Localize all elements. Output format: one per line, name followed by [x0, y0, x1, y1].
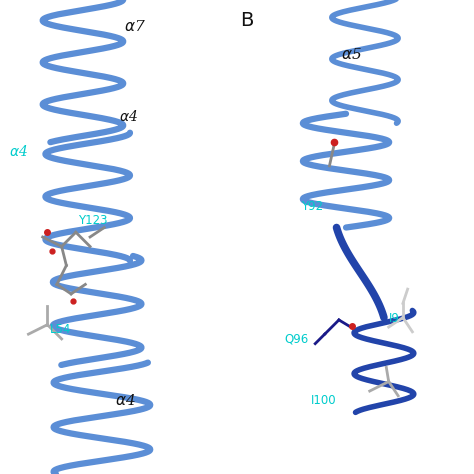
Text: L54: L54	[50, 323, 71, 336]
Text: I100: I100	[310, 394, 336, 407]
Text: $\alpha$4: $\alpha$4	[118, 109, 137, 124]
Text: B: B	[240, 11, 253, 30]
Text: $\alpha$5: $\alpha$5	[341, 47, 362, 62]
Text: Y123: Y123	[78, 214, 108, 227]
Text: Q96: Q96	[284, 332, 309, 346]
Text: Y92: Y92	[301, 200, 323, 213]
Text: $\alpha$7: $\alpha$7	[124, 18, 146, 34]
Text: $\alpha$4: $\alpha$4	[115, 393, 136, 408]
Text: I9: I9	[389, 312, 400, 325]
Text: $\alpha$4: $\alpha$4	[9, 144, 28, 159]
